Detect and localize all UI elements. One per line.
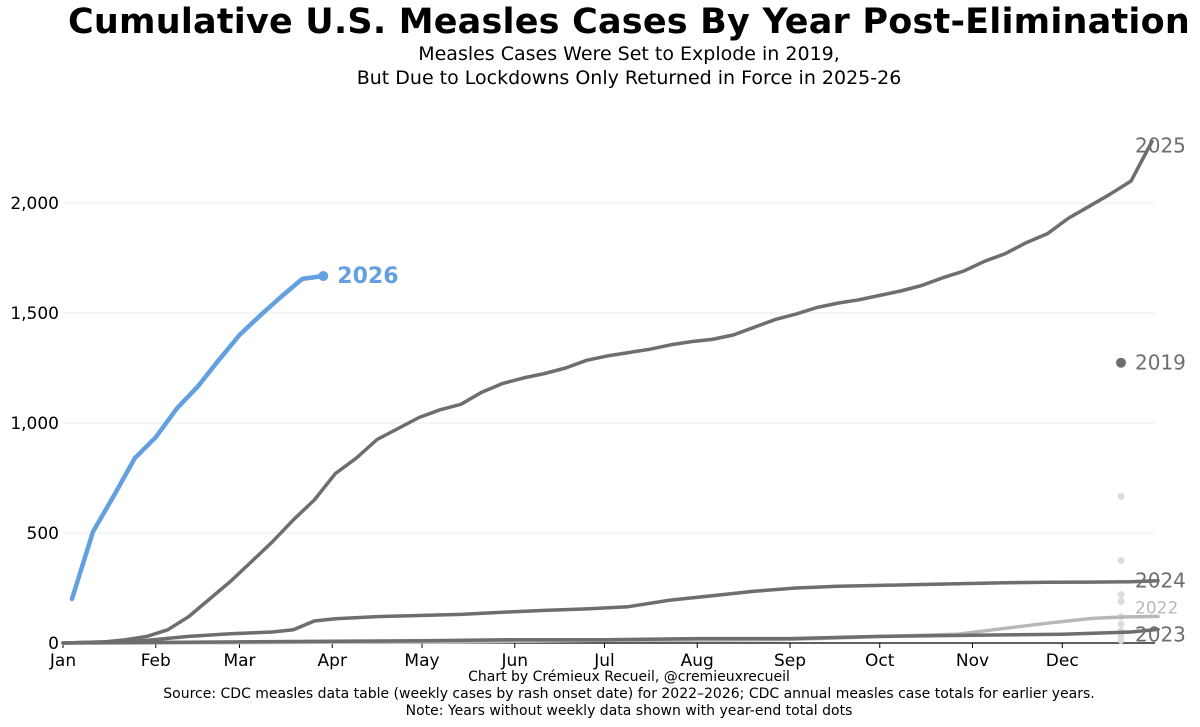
x-tick-label: Jan — [49, 651, 76, 671]
x-tick-label: Feb — [141, 651, 171, 671]
year-end-dot — [1117, 598, 1125, 606]
series-line — [61, 139, 1154, 645]
series-end-dot — [318, 271, 329, 282]
series-label: 2026 — [337, 264, 398, 289]
year-end-dot — [1117, 620, 1125, 628]
series-label: 2022 — [1135, 598, 1178, 618]
x-tick-label: Aug — [681, 651, 714, 671]
x-tick-label: Apr — [318, 651, 347, 671]
x-tick-label: Jun — [500, 651, 528, 671]
year-end-dot-label: 2019 — [1135, 351, 1186, 375]
footnote-source: Source: CDC measles data table (weekly c… — [163, 686, 1095, 702]
series-label: 2024 — [1135, 569, 1186, 593]
year-end-dot — [1117, 591, 1125, 599]
year-end-dot — [1116, 357, 1126, 368]
year-end-dot — [1117, 636, 1125, 644]
x-tick-label: May — [404, 651, 439, 671]
x-tick-label: Mar — [223, 651, 255, 671]
footnote-note: Note: Years without weekly data shown wi… — [405, 703, 853, 719]
y-tick-label: 0 — [48, 634, 59, 654]
year-end-dot — [1117, 557, 1125, 564]
series-line — [61, 627, 1160, 645]
series-label: 2023 — [1135, 622, 1186, 646]
y-tick-label: 500 — [27, 524, 59, 544]
chart-subtitle-line-2: But Due to Lockdowns Only Returned in Fo… — [356, 67, 902, 89]
chart-subtitle-line-1: Measles Cases Were Set to Explode in 201… — [418, 43, 840, 65]
y-tick-label: 1,000 — [10, 414, 59, 434]
x-tick-label: Jul — [593, 651, 615, 671]
series-line — [69, 273, 326, 602]
footnote-credit: Chart by Crémieux Recueil, @cremieuxrecu… — [468, 669, 790, 685]
x-tick-label: Nov — [956, 651, 989, 671]
year-end-dot — [1117, 492, 1125, 500]
x-tick-label: Sep — [774, 651, 806, 671]
x-tick-label: Dec — [1046, 651, 1079, 671]
chart-title: Cumulative U.S. Measles Cases By Year Po… — [68, 2, 1190, 42]
x-tick-label: Oct — [865, 651, 895, 671]
series-line — [61, 578, 1160, 645]
y-tick-label: 2,000 — [10, 194, 59, 214]
y-tick-label: 1,500 — [10, 304, 59, 324]
series-label: 2025 — [1135, 133, 1186, 157]
